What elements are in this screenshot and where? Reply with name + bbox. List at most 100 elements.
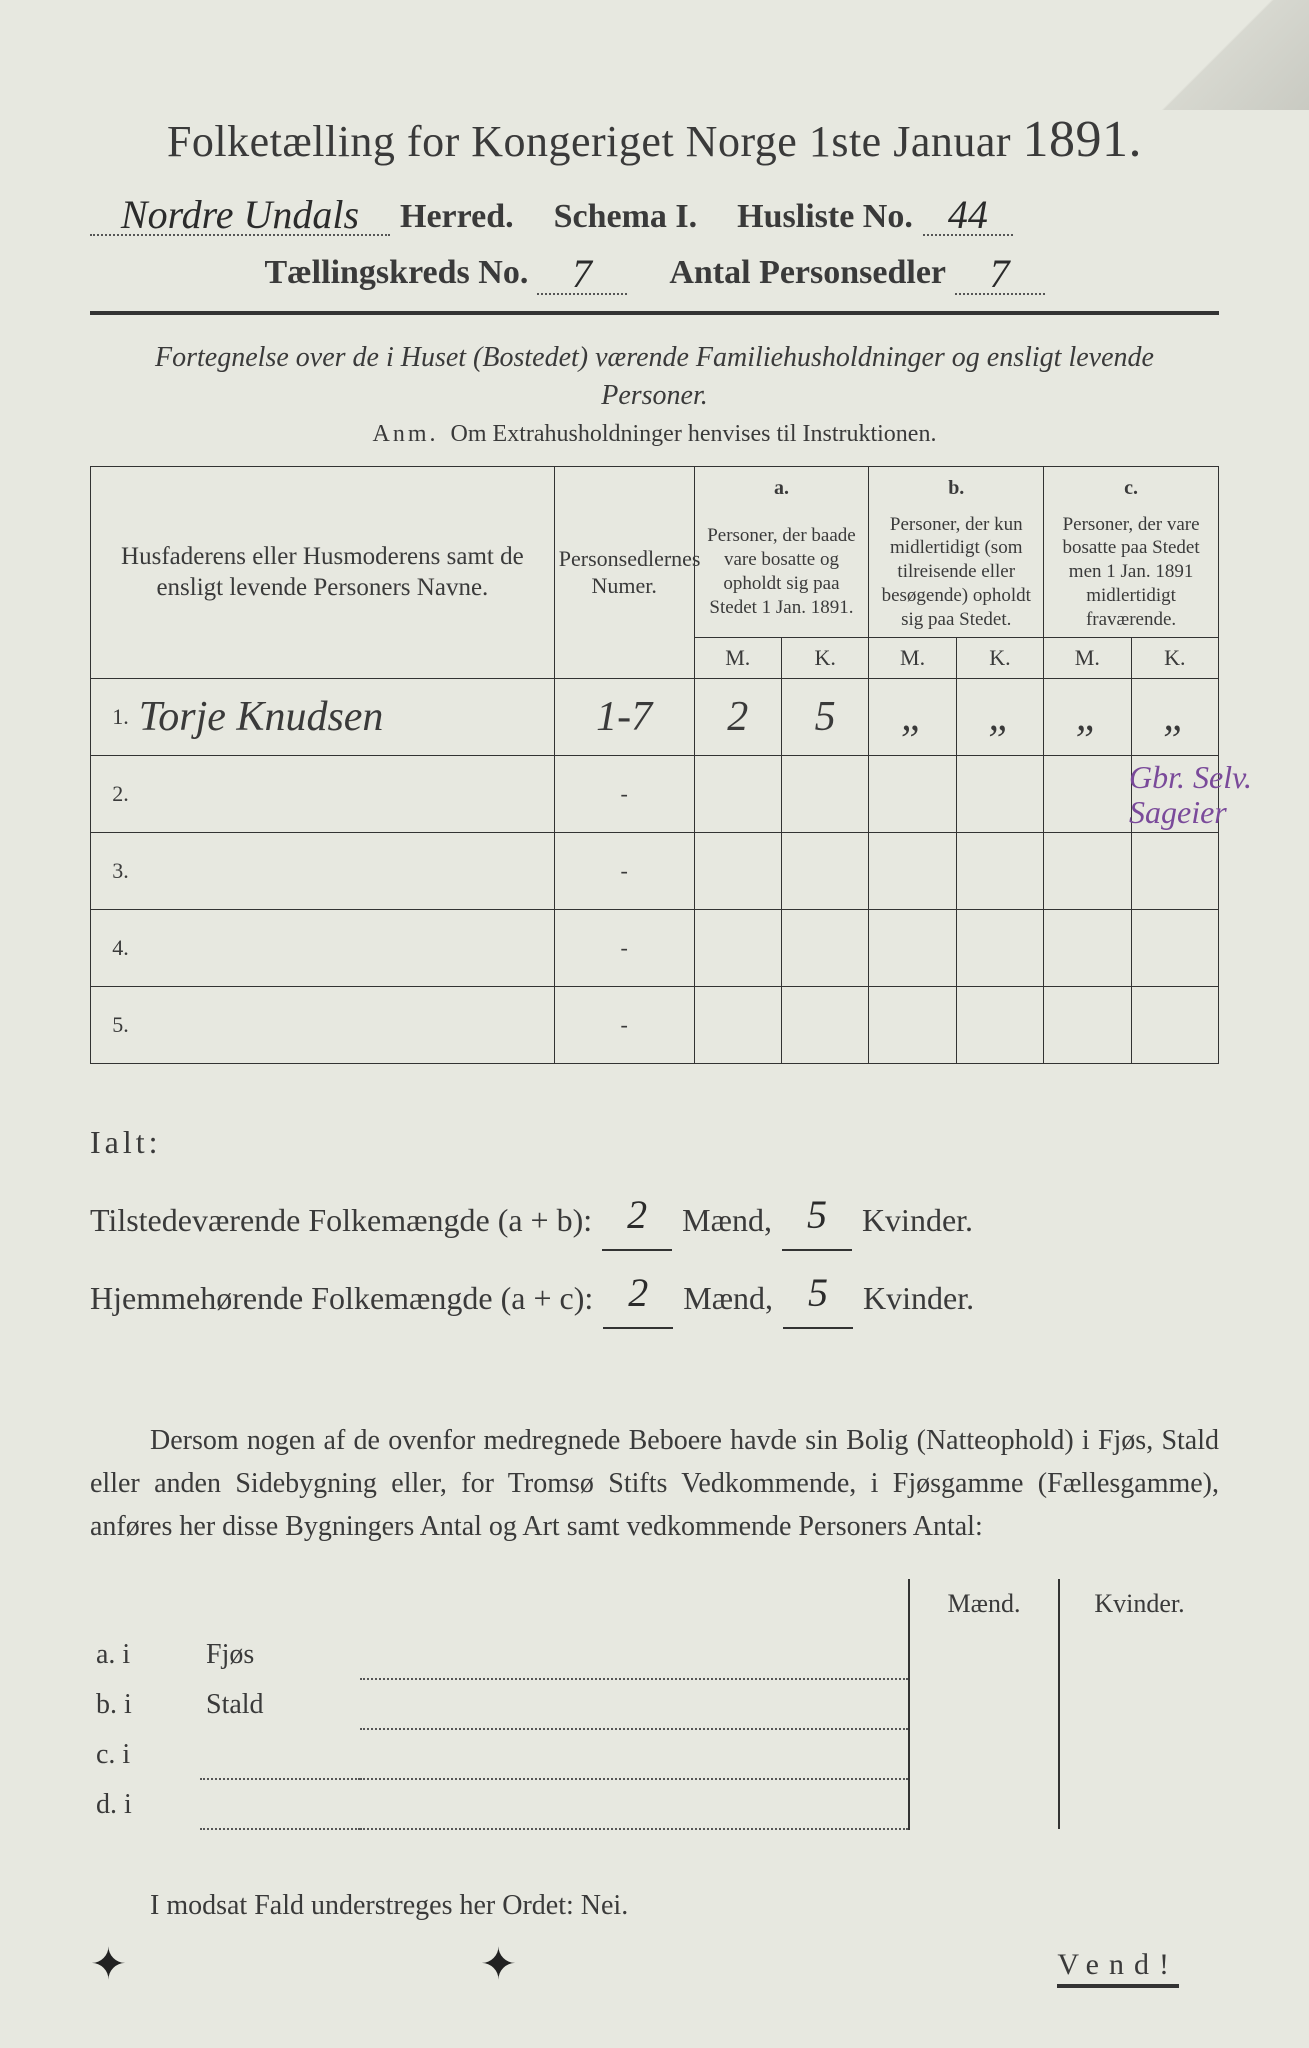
binding-mark-mid: ✦ [480,1939,517,1990]
husliste-label: Husliste No. [737,198,913,236]
row-aK [781,755,868,832]
margin-note: Gbr. Selv. Sageier [1129,760,1289,830]
col-b-label: b. [869,466,1044,507]
row-name [135,832,554,909]
anm-text: Om Extrahusholdninger henvises til Instr… [451,421,937,447]
subtitle: Fortegnelse over de i Huset (Bostedet) v… [130,339,1179,415]
row-aK [781,909,868,986]
row-bK [956,832,1043,909]
kvinder-label-2: Kvinder. [863,1268,974,1329]
col-b-header: Personer, der kun midlertidigt (som tilr… [869,507,1044,638]
antal-label: Antal Personsedler [669,254,946,291]
row-bM [869,986,956,1063]
row-bK [956,986,1043,1063]
row-cM [1044,755,1131,832]
col-a-header: Personer, der baade vare bosatte og opho… [694,507,869,638]
col-numer-header: Personsedlernes Numer. [554,466,694,678]
col-b-m: M. [869,638,956,679]
col-b-k: K. [956,638,1043,679]
table-row: 4. - [91,909,1219,986]
table-row: 1.Torje Knudsen1-725„„„„ [91,678,1219,755]
row-numer: - [554,832,694,909]
margin-note-line1: Gbr. Selv. [1129,760,1289,795]
row-bK: „ [956,678,1043,755]
row-aM [694,755,781,832]
dwelling-row-b: b. i Stald [90,1679,1219,1729]
schema-label: Schema I. [554,198,698,236]
footer-line: I modsat Fald understreges her Ordet: Ne… [90,1890,1219,1922]
row-number: 2. [91,755,135,832]
header-line-2: Tællingskreds No. 7 Antal Personsedler 7 [90,246,1219,295]
husliste-value: 44 [948,192,988,237]
row-cM: „ [1044,678,1131,755]
margin-note-line2: Sageier [1129,795,1289,830]
row-aK [781,832,868,909]
antal-value: 7 [990,251,1010,296]
dwelling-row-d: d. i [90,1779,1219,1829]
maend-label-2: Mænd, [683,1268,773,1329]
row-name: Torje Knudsen [135,678,554,755]
row-bK [956,909,1043,986]
row-numer: - [554,909,694,986]
row-aK: 5 [781,678,868,755]
row-bM [869,909,956,986]
dwelling-paragraph: Dersom nogen af de ovenfor medregnede Be… [90,1419,1219,1549]
bottom-maend-header: Mænd. [909,1579,1059,1629]
header-line-1: Nordre Undals Herred. Schema I. Husliste… [90,187,1219,236]
totals-row1-label: Tilstedeværende Folkemængde (a + b): [90,1190,592,1251]
row-bM [869,832,956,909]
title-year: 1891. [1023,111,1143,168]
bottom-kvinder-header: Kvinder. [1059,1579,1219,1629]
table-row: 2. - [91,755,1219,832]
household-table: Husfaderens eller Husmoderens samt de en… [90,466,1219,1064]
col-a-k: K. [781,638,868,679]
vend-label: Vend! [1057,1948,1179,1988]
anm-prefix: Anm. [373,421,439,447]
row-aM [694,986,781,1063]
row-number: 4. [91,909,135,986]
totals-r2m: 2 [628,1270,648,1315]
kreds-value: 7 [572,251,592,296]
dwelling-row-a: a. i Fjøs [90,1629,1219,1679]
row-cK [1131,832,1218,909]
row-cM [1044,986,1131,1063]
dwelling-table: Mænd. Kvinder. a. i Fjøs b. i Stald c. i… [90,1579,1219,1830]
row-name [135,755,554,832]
row-cK [1131,909,1218,986]
row-cM [1044,909,1131,986]
table-row: 3. - [91,832,1219,909]
col-c-m: M. [1044,638,1131,679]
totals-block: Ialt: Tilstedeværende Folkemængde (a + b… [90,1112,1219,1329]
dwelling-row-c: c. i [90,1729,1219,1779]
binding-mark-left: ✦ [90,1939,127,1990]
row-numer: - [554,986,694,1063]
row-bK [956,755,1043,832]
totals-r1k: 5 [807,1192,827,1237]
row-cK: „ [1131,678,1218,755]
kreds-label: Tællingskreds No. [264,254,528,291]
col-name-header: Husfaderens eller Husmoderens samt de en… [91,466,555,678]
kvinder-label: Kvinder. [862,1190,973,1251]
col-a-m: M. [694,638,781,679]
row-number: 3. [91,832,135,909]
page-fold [1129,0,1309,110]
totals-r2k: 5 [808,1270,828,1315]
row-aK [781,986,868,1063]
row-bM [869,755,956,832]
row-aM [694,909,781,986]
ialt-label: Ialt: [90,1112,250,1173]
totals-row2-label: Hjemmehørende Folkemængde (a + c): [90,1268,593,1329]
row-numer: 1-7 [554,678,694,755]
row-cK [1131,986,1218,1063]
table-row: 5. - [91,986,1219,1063]
row-number: 5. [91,986,135,1063]
divider [90,311,1219,315]
row-bM: „ [869,678,956,755]
row-aM [694,832,781,909]
col-c-k: K. [1131,638,1218,679]
col-c-label: c. [1044,466,1219,507]
row-numer: - [554,755,694,832]
col-c-header: Personer, der vare bosatte paa Stedet me… [1044,507,1219,638]
row-number: 1. [91,678,135,755]
maend-label: Mænd, [682,1190,772,1251]
